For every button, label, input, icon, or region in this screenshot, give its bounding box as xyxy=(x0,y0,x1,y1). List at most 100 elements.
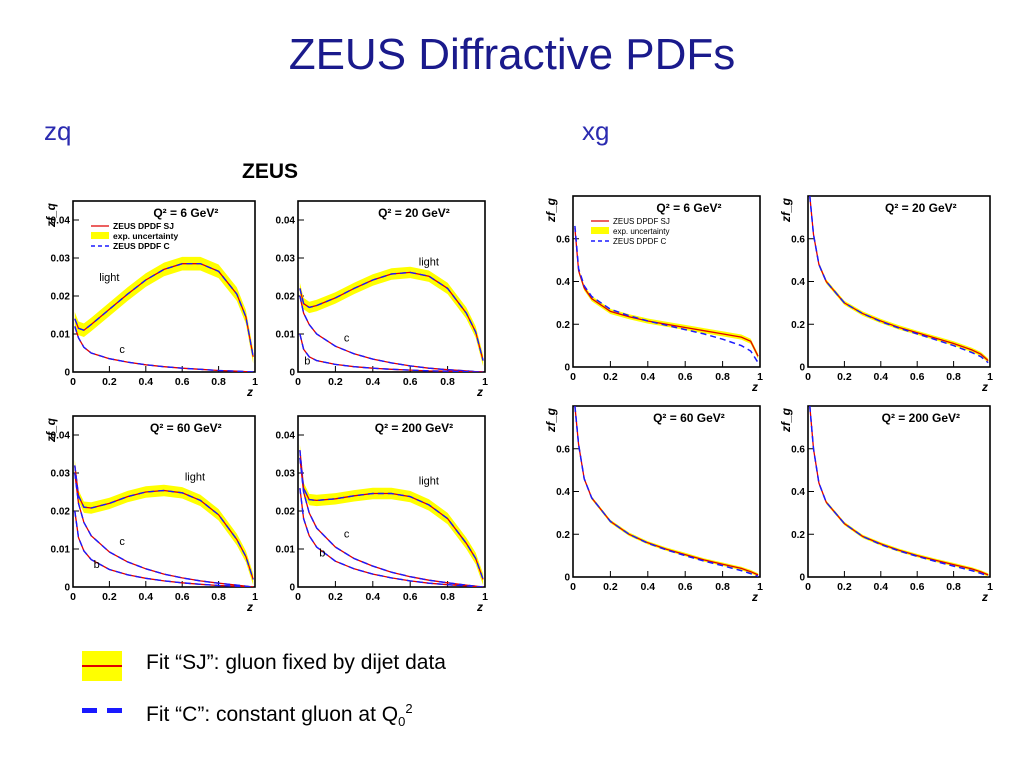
x-tick-label: 0.6 xyxy=(403,591,418,603)
plot-area xyxy=(809,196,989,364)
x-tick-label: 1 xyxy=(987,371,993,383)
y-tick-label: 0.02 xyxy=(51,507,71,518)
x-tick-label: 0.2 xyxy=(837,371,852,383)
plot-frame xyxy=(572,195,761,368)
y-tick-label: 0 xyxy=(289,368,295,379)
x-tick-label: 0.4 xyxy=(873,371,888,383)
chart-zq-q2-200: 0 0.2 0.4 0.6 0.8 1 0 0.01 0.02 0.03 0.04 z Q² = 200… xyxy=(276,415,488,614)
chart-zq-q2-20: 0 0.2 0.4 0.6 0.8 1 0 0.01 0.02 0.03 0.04 z Q² = 20 … xyxy=(276,200,488,399)
y-tick-label: 0.01 xyxy=(51,330,71,341)
chart-zq-q2-60: 0 0.2 0.4 0.6 0.8 1 0 0.01 0.02 0.03 0.04 z zf_q Q² =… xyxy=(44,415,258,614)
x-tick-label: 0.8 xyxy=(440,376,455,388)
chart-zq-q2-6: 0 0.2 0.4 0.6 0.8 1 0 0.01 0.02 0.03 0.04 z zf_q Q² =… xyxy=(44,200,258,399)
x-tick-label: 1 xyxy=(482,376,488,388)
uncertainty-band xyxy=(809,196,989,363)
legend-entry: ZEUS DPDF SJ xyxy=(613,217,670,226)
x-tick-label: 1 xyxy=(252,376,258,388)
x-tick-label: 0.2 xyxy=(102,591,117,603)
x-tick-label: 1 xyxy=(757,371,763,383)
curve-annotation: light xyxy=(419,257,439,269)
y-axis-label: zf_g xyxy=(544,197,558,223)
x-axis-label: z xyxy=(476,385,483,399)
x-tick-label: 0.2 xyxy=(603,371,618,383)
curve-annotation: c xyxy=(344,529,350,541)
y-axis-label: zf_g xyxy=(779,197,793,223)
curve-annotation: b xyxy=(94,559,100,571)
x-tick-label: 0.4 xyxy=(640,371,655,383)
plot-frame xyxy=(807,405,991,578)
x-axis-label: z xyxy=(246,600,253,614)
x-tick-label: 0.6 xyxy=(403,376,418,388)
plot-frame xyxy=(572,405,761,578)
panel-q2-label: Q² = 200 GeV² xyxy=(882,411,960,425)
y-tick-label: 0.01 xyxy=(51,545,71,556)
plot-area xyxy=(809,406,989,577)
x-tick-label: 1 xyxy=(482,591,488,603)
y-tick-label: 0.02 xyxy=(276,507,296,518)
y-tick-label: 0.4 xyxy=(791,277,805,288)
curve-annotation: c xyxy=(344,333,350,345)
panel-q2-label: Q² = 60 GeV² xyxy=(150,421,222,435)
plot-area xyxy=(299,266,484,372)
y-tick-label: 0 xyxy=(799,363,805,374)
x-tick-label: 0.2 xyxy=(328,591,343,603)
legend-sj-line-swatch xyxy=(82,665,122,667)
series-line-sj xyxy=(574,406,759,576)
x-tick-label: 0.8 xyxy=(211,591,226,603)
panel-q2-label: Q² = 6 GeV² xyxy=(656,201,721,215)
y-axis-label: zf_q xyxy=(44,202,58,228)
series-line-b-c xyxy=(74,510,254,587)
x-tick-label: 0.2 xyxy=(328,376,343,388)
series-line-light-c xyxy=(299,450,484,580)
legend-c-text: Fit “C”: constant gluon at Q02 xyxy=(146,701,413,729)
x-tick-label: 1 xyxy=(252,591,258,603)
series-line-light-c xyxy=(299,271,484,361)
x-tick-label: 0.6 xyxy=(910,371,925,383)
y-tick-label: 0.03 xyxy=(276,254,296,265)
panel-q2-label: Q² = 20 GeV² xyxy=(378,206,450,220)
y-tick-label: 0 xyxy=(799,573,805,584)
x-axis-label: z xyxy=(751,590,758,604)
x-tick-label: 0.8 xyxy=(715,371,730,383)
chart-xg-q2-20: 0 0.2 0.4 0.6 0.8 1 0 0.2 0.4 0.6 z zf_g Q² = 20 GeV… xyxy=(779,195,993,394)
x-axis-label: z xyxy=(476,600,483,614)
series-line-c-c xyxy=(299,295,484,372)
y-tick-label: 0.6 xyxy=(791,234,805,245)
y-tick-label: 0 xyxy=(564,573,570,584)
y-tick-label: 0.4 xyxy=(556,277,570,288)
y-tick-label: 0.6 xyxy=(556,234,570,245)
curve-annotation: b xyxy=(304,355,310,367)
plot-area xyxy=(74,256,254,372)
x-tick-label: 0 xyxy=(805,581,811,593)
x-tick-label: 0.8 xyxy=(715,581,730,593)
x-tick-label: 0.6 xyxy=(678,581,693,593)
x-tick-label: 0.6 xyxy=(910,581,925,593)
y-tick-label: 0.04 xyxy=(276,216,296,227)
legend-c-dash-swatch xyxy=(82,708,122,713)
x-tick-label: 0 xyxy=(295,591,301,603)
x-tick-label: 0.8 xyxy=(946,581,961,593)
x-tick-label: 0.6 xyxy=(175,376,190,388)
series-line-c-c xyxy=(299,457,484,587)
plot-frame xyxy=(807,195,991,368)
y-tick-label: 0.4 xyxy=(556,487,570,498)
y-tick-label: 0.2 xyxy=(791,320,805,331)
x-tick-label: 0 xyxy=(70,591,76,603)
series-line-c xyxy=(809,406,989,577)
series-line-c xyxy=(574,225,759,364)
y-tick-label: 0.03 xyxy=(51,469,71,480)
x-tick-label: 0 xyxy=(570,581,576,593)
x-tick-label: 1 xyxy=(757,581,763,593)
series-line-light-sj xyxy=(74,263,254,357)
uncertainty-band xyxy=(74,256,254,364)
uncertainty-band xyxy=(299,444,484,586)
y-tick-label: 0.4 xyxy=(791,487,805,498)
x-tick-label: 0.4 xyxy=(365,591,380,603)
plot-area xyxy=(299,444,484,587)
x-tick-label: 0.6 xyxy=(678,371,693,383)
y-tick-label: 0.01 xyxy=(276,330,296,341)
panel-q2-label: Q² = 6 GeV² xyxy=(153,206,218,220)
x-tick-label: 0.8 xyxy=(946,371,961,383)
slide-title: ZEUS Diffractive PDFs xyxy=(288,30,736,79)
curve-annotation: c xyxy=(119,536,125,548)
